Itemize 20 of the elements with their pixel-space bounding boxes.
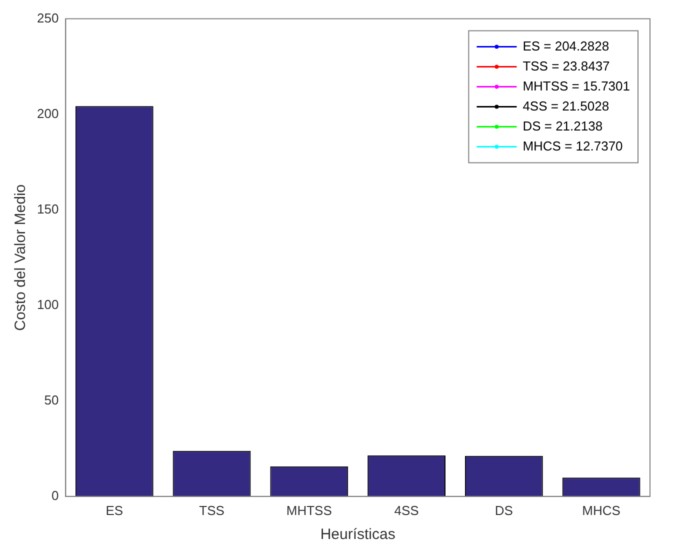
y-tick-label: 50 [44,392,59,408]
y-tick-label: 0 [51,488,59,503]
x-tick-label: MHTSS [286,502,332,518]
legend-label: TSS = 23.8437 [522,58,610,74]
y-axis-title: Costo del Valor Medio [12,184,30,331]
y-tick-label: 150 [36,201,59,216]
legend-label: ES = 204.2828 [522,38,610,54]
x-tick-label: MHCS [582,502,621,518]
y-tick-label: 100 [36,296,59,312]
y-tick-label: 250 [36,10,59,26]
x-tick-label: DS [494,502,514,518]
x-tick-label: TSS [199,502,225,518]
legend-label: MHCS = 12.7370 [522,138,623,154]
x-tick-label: 4SS [394,502,420,518]
x-axis-title: Heurísticas [320,526,396,544]
x-tick-label: ES [106,502,124,518]
y-tick-label: 200 [36,106,59,121]
legend-label: MHTSS = 15.7301 [522,78,630,94]
legend-label: DS = 21.2138 [522,118,603,134]
legend-label: 4SS = 21.5028 [522,98,610,114]
